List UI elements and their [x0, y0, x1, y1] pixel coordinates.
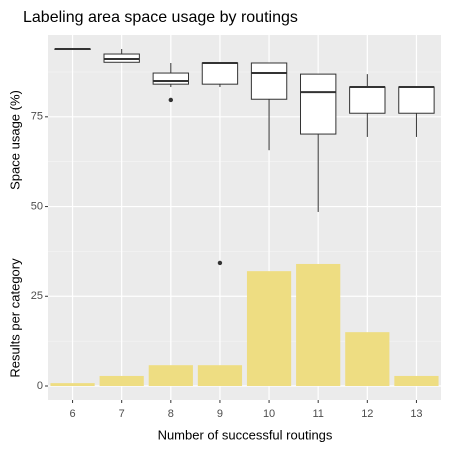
y-axis-label: Results per category: [7, 258, 22, 378]
box: [300, 73, 337, 135]
x-tick-label: 6: [70, 408, 76, 420]
bar: [246, 271, 292, 387]
x-tick-label: 8: [168, 408, 174, 420]
y-axis-label: Space usage (%): [7, 90, 22, 190]
bar: [50, 383, 95, 387]
box: [250, 62, 288, 100]
bar: [345, 332, 390, 387]
x-tick-label: 11: [312, 408, 323, 420]
bar: [197, 365, 243, 387]
y-tick-label: 0: [37, 380, 43, 392]
box: [201, 62, 239, 85]
box: [349, 86, 386, 114]
y-tick-label: 25: [31, 290, 43, 302]
outlier: [217, 260, 223, 266]
x-tick-label: 9: [217, 408, 223, 420]
x-tick-label: 7: [119, 408, 125, 420]
x-tick-label: 13: [410, 408, 422, 420]
x-tick-label: 12: [361, 408, 373, 420]
bar: [99, 375, 144, 387]
y-tick-label: 75: [31, 111, 43, 123]
box: [398, 86, 435, 114]
bar: [394, 375, 439, 387]
box: [152, 72, 189, 85]
x-axis-label: Number of successful routings: [158, 427, 333, 442]
x-tick-label: 10: [263, 408, 275, 420]
bar: [296, 263, 341, 387]
y-tick-label: 50: [31, 200, 43, 212]
outlier: [168, 97, 174, 103]
chart-title: Labeling area space usage by routings: [23, 9, 298, 26]
bar: [148, 365, 193, 387]
